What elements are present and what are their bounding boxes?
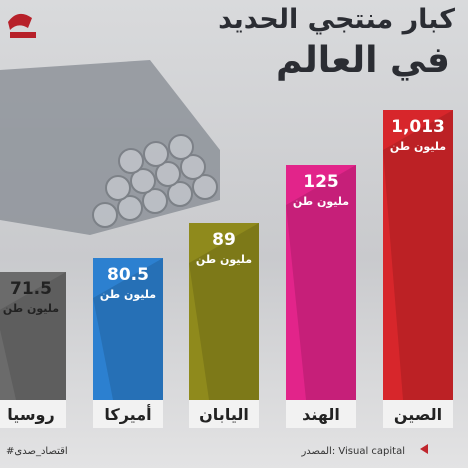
- bar-shade: [0, 272, 66, 400]
- bar-shade: [93, 258, 163, 400]
- bar: [189, 223, 259, 400]
- label: روسيا: [7, 405, 54, 424]
- source: المصدر: Visual capital: [300, 446, 405, 457]
- title: في العالم: [276, 40, 450, 81]
- label-box: [383, 400, 453, 428]
- unit: مليون طن: [196, 253, 252, 266]
- label-box: [286, 400, 356, 428]
- value: 89: [212, 230, 236, 250]
- steel-bars: [0, 60, 220, 235]
- bar-shade: [383, 110, 453, 400]
- value: 80.5: [107, 265, 149, 285]
- source-icon: [420, 444, 428, 454]
- label-box: [0, 400, 66, 428]
- title: كبار منتجي الحديد: [218, 4, 455, 35]
- logo: [8, 13, 36, 38]
- label-box: [93, 400, 163, 428]
- unit: مليون طن: [293, 195, 349, 208]
- label: الهند: [302, 405, 340, 424]
- bar: [286, 165, 356, 400]
- label: الصين: [394, 405, 442, 424]
- value: 71.5: [10, 279, 52, 299]
- unit: مليون طن: [3, 302, 59, 315]
- hashtag: #اقتصاد_صدى: [6, 446, 68, 457]
- value: 125: [303, 172, 339, 192]
- bar-shade: [286, 165, 356, 400]
- label-box: [189, 400, 259, 428]
- bar: [0, 272, 66, 400]
- bar-shade: [189, 223, 259, 400]
- label: اليابان: [199, 405, 249, 424]
- bar: [383, 110, 453, 400]
- bar: [93, 258, 163, 400]
- label: أميركا: [104, 404, 151, 424]
- unit: مليون طن: [100, 288, 156, 301]
- value: 1,013: [391, 117, 445, 137]
- unit: مليون طن: [390, 140, 446, 153]
